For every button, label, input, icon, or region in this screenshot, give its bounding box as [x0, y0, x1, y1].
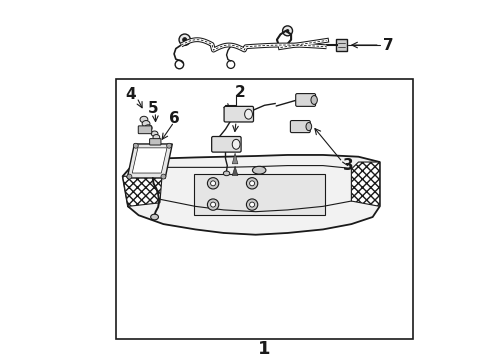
Text: 2: 2 [235, 85, 246, 100]
Circle shape [161, 174, 166, 179]
Polygon shape [122, 155, 380, 235]
Circle shape [246, 177, 258, 189]
FancyBboxPatch shape [138, 126, 152, 134]
Circle shape [207, 199, 219, 210]
FancyBboxPatch shape [295, 94, 316, 106]
Circle shape [183, 37, 187, 42]
Polygon shape [351, 162, 380, 206]
Circle shape [246, 199, 258, 210]
Circle shape [283, 26, 293, 36]
FancyBboxPatch shape [224, 106, 253, 122]
Ellipse shape [151, 131, 158, 136]
Ellipse shape [245, 109, 252, 119]
Circle shape [286, 29, 289, 33]
Text: 3: 3 [343, 158, 353, 173]
Text: 4: 4 [125, 87, 136, 102]
FancyBboxPatch shape [212, 136, 241, 152]
Text: 6: 6 [170, 111, 180, 126]
Ellipse shape [311, 95, 318, 104]
Ellipse shape [142, 121, 150, 127]
Ellipse shape [223, 171, 230, 176]
Ellipse shape [140, 116, 148, 123]
Bar [116, 79, 414, 339]
Circle shape [207, 177, 219, 189]
Circle shape [249, 181, 255, 186]
Ellipse shape [252, 166, 266, 174]
Circle shape [167, 143, 172, 148]
Polygon shape [122, 158, 164, 206]
Circle shape [127, 174, 132, 179]
Text: 7: 7 [383, 37, 394, 53]
Ellipse shape [153, 135, 160, 140]
FancyBboxPatch shape [337, 39, 347, 51]
Polygon shape [127, 144, 172, 178]
Text: 5: 5 [147, 102, 158, 116]
FancyBboxPatch shape [149, 139, 161, 145]
Circle shape [133, 143, 138, 148]
Polygon shape [132, 148, 167, 173]
FancyBboxPatch shape [291, 121, 310, 132]
Ellipse shape [232, 139, 240, 149]
Circle shape [179, 34, 191, 45]
Ellipse shape [306, 122, 312, 131]
Polygon shape [232, 166, 238, 176]
Circle shape [211, 202, 216, 207]
Bar [194, 175, 325, 215]
Circle shape [211, 181, 216, 186]
Ellipse shape [151, 214, 158, 220]
Circle shape [249, 202, 255, 207]
Polygon shape [232, 153, 238, 164]
Text: 1: 1 [258, 340, 271, 358]
Ellipse shape [144, 125, 152, 131]
